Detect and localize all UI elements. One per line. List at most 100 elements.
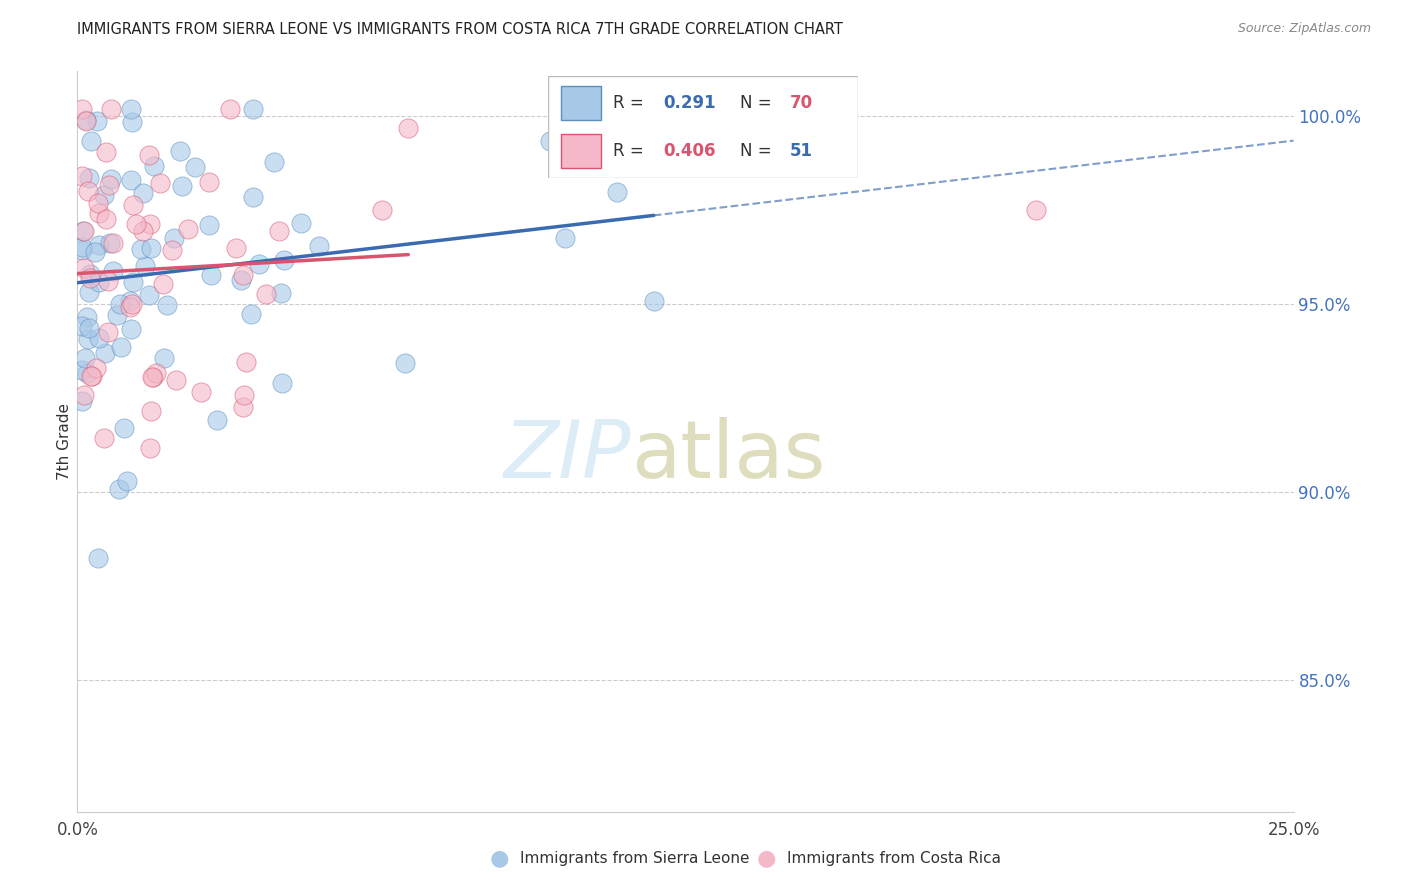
Point: [96, 326, 118, 340]
Point: [118, 294, 141, 309]
Point: [554, 231, 576, 245]
Point: [538, 134, 561, 148]
Point: [219, 102, 242, 116]
Point: [139, 217, 162, 231]
Point: [145, 366, 167, 380]
Point: [112, 421, 135, 435]
Point: [83, 244, 105, 259]
Point: [76, 310, 98, 324]
Text: R =: R =: [613, 142, 650, 161]
Point: [149, 177, 172, 191]
Text: R =: R =: [613, 94, 650, 112]
Point: [86, 114, 108, 128]
Point: [108, 297, 131, 311]
Point: [394, 356, 416, 370]
Text: Source: ZipAtlas.com: Source: ZipAtlas.com: [1237, 22, 1371, 36]
Point: [177, 222, 200, 236]
Point: [190, 384, 212, 399]
Point: [77, 171, 100, 186]
Text: 70: 70: [790, 94, 813, 112]
Point: [87, 205, 110, 219]
Point: [273, 252, 295, 267]
Point: [121, 115, 143, 129]
Point: [70, 169, 93, 184]
Point: [120, 102, 142, 116]
Point: [270, 286, 292, 301]
Point: [225, 241, 247, 255]
Point: [75, 112, 97, 127]
Point: [129, 242, 152, 256]
Point: [267, 224, 290, 238]
Point: [73, 260, 96, 275]
Text: IMMIGRANTS FROM SIERRA LEONE VS IMMIGRANTS FROM COSTA RICA 7TH GRADE CORRELATION: IMMIGRANTS FROM SIERRA LEONE VS IMMIGRAN…: [77, 22, 844, 37]
Text: N =: N =: [740, 94, 778, 112]
Point: [606, 185, 628, 199]
Point: [160, 244, 183, 258]
Point: [79, 270, 101, 285]
Point: [207, 413, 229, 427]
Point: [263, 154, 285, 169]
Point: [170, 178, 193, 193]
Point: [121, 275, 143, 289]
Point: [169, 144, 191, 158]
Point: [247, 257, 270, 271]
Point: [242, 190, 264, 204]
Point: [89, 275, 111, 289]
Point: [125, 217, 148, 231]
Point: [70, 243, 93, 257]
Point: [94, 212, 117, 227]
Point: [132, 186, 155, 201]
Point: [76, 366, 98, 380]
Point: [70, 319, 93, 334]
Point: [141, 241, 163, 255]
Point: [229, 273, 252, 287]
Point: [134, 259, 156, 273]
Point: [72, 224, 94, 238]
Point: [97, 178, 120, 193]
Text: ZIP: ZIP: [503, 417, 631, 495]
Point: [254, 286, 277, 301]
Text: 0.291: 0.291: [662, 94, 716, 112]
Point: [165, 373, 187, 387]
Text: ●: ●: [756, 848, 776, 868]
Point: [122, 198, 145, 212]
Point: [142, 370, 165, 384]
Point: [198, 175, 221, 189]
Point: [242, 102, 264, 116]
Point: [120, 173, 142, 187]
Text: 51: 51: [790, 142, 813, 161]
Point: [138, 148, 160, 162]
Point: [110, 340, 132, 354]
Point: [105, 308, 128, 322]
Point: [73, 224, 96, 238]
Point: [100, 172, 122, 186]
Point: [80, 368, 103, 383]
Point: [153, 351, 176, 365]
Point: [290, 216, 312, 230]
Point: [152, 277, 174, 292]
Y-axis label: 7th Grade: 7th Grade: [56, 403, 72, 480]
Point: [77, 332, 100, 346]
Point: [235, 354, 257, 368]
Point: [643, 294, 665, 309]
Point: [156, 297, 179, 311]
Point: [101, 235, 124, 250]
Point: [143, 160, 166, 174]
Point: [75, 113, 97, 128]
Text: ●: ●: [489, 848, 509, 868]
Point: [131, 225, 153, 239]
Point: [163, 230, 186, 244]
Point: [233, 388, 256, 402]
Point: [198, 218, 221, 232]
Point: [120, 321, 142, 335]
Point: [97, 274, 120, 288]
Text: Immigrants from Sierra Leone: Immigrants from Sierra Leone: [520, 851, 749, 865]
FancyBboxPatch shape: [561, 135, 600, 168]
Point: [70, 240, 93, 254]
Point: [93, 431, 115, 445]
Point: [200, 268, 222, 282]
Point: [70, 394, 93, 409]
Point: [239, 307, 262, 321]
Point: [73, 351, 96, 366]
Point: [80, 134, 103, 148]
